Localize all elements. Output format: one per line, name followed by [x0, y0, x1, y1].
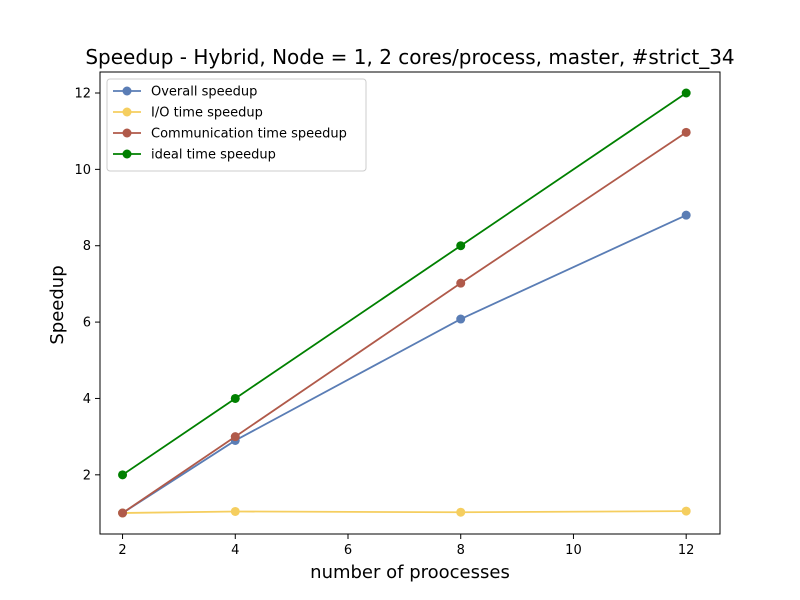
y-axis-ticks: 2 4 6 8 10 12	[74, 87, 100, 483]
legend-label: Communication time speedup	[151, 127, 347, 142]
data-point	[681, 506, 691, 516]
y-tick-label: 8	[83, 239, 91, 254]
data-point	[681, 210, 691, 220]
data-point	[681, 88, 691, 98]
chart-title: Speedup - Hybrid, Node = 1, 2 cores/proc…	[85, 45, 734, 69]
series-group	[118, 88, 691, 518]
legend: Overall speedup I/O time speedup Communica…	[106, 78, 367, 172]
series-4	[118, 88, 691, 480]
data-point	[230, 506, 240, 516]
legend-item: Overall speedup	[113, 85, 257, 100]
y-tick-label: 2	[83, 468, 91, 483]
legend-label: Overall speedup	[151, 85, 257, 100]
legend-item: ideal time speedup	[113, 148, 276, 163]
series-line	[122, 214, 687, 514]
x-tick-label: 4	[231, 543, 239, 558]
x-tick-label: 10	[565, 543, 582, 558]
series-2	[118, 506, 691, 518]
data-point	[118, 470, 128, 480]
data-point	[456, 278, 466, 288]
y-tick-label: 12	[74, 87, 91, 102]
data-point	[456, 314, 466, 324]
y-tick-label: 10	[74, 163, 91, 178]
series-line	[122, 131, 687, 514]
data-point	[456, 241, 466, 251]
data-point	[118, 508, 128, 518]
data-point	[230, 432, 240, 442]
legend-box	[106, 78, 367, 172]
y-tick-label: 6	[83, 316, 91, 331]
legend-marker	[122, 128, 132, 138]
legend-item: I/O time speedup	[113, 106, 263, 121]
data-point	[456, 507, 466, 517]
data-point	[681, 127, 691, 137]
x-axis-label: number of proocesses	[310, 562, 510, 583]
legend-label: ideal time speedup	[151, 148, 276, 163]
x-tick-label: 8	[457, 543, 465, 558]
legend-label: I/O time speedup	[151, 106, 263, 121]
legend-marker	[122, 149, 132, 159]
x-tick-label: 12	[678, 543, 695, 558]
y-axis-label: Speedup	[47, 265, 68, 344]
x-tick-label: 2	[118, 543, 126, 558]
series-1	[118, 210, 691, 518]
legend-item: Communication time speedup	[113, 127, 347, 142]
x-axis-ticks: 2 4 6 8 10 12	[118, 534, 694, 558]
series-line	[122, 92, 687, 476]
legend-marker	[122, 107, 132, 117]
y-tick-label: 4	[83, 392, 91, 407]
x-tick-label: 6	[344, 543, 352, 558]
legend-marker	[122, 86, 132, 96]
plot-frame	[99, 71, 721, 535]
series-3	[118, 127, 691, 518]
series-line	[122, 510, 687, 514]
data-point	[230, 393, 240, 403]
